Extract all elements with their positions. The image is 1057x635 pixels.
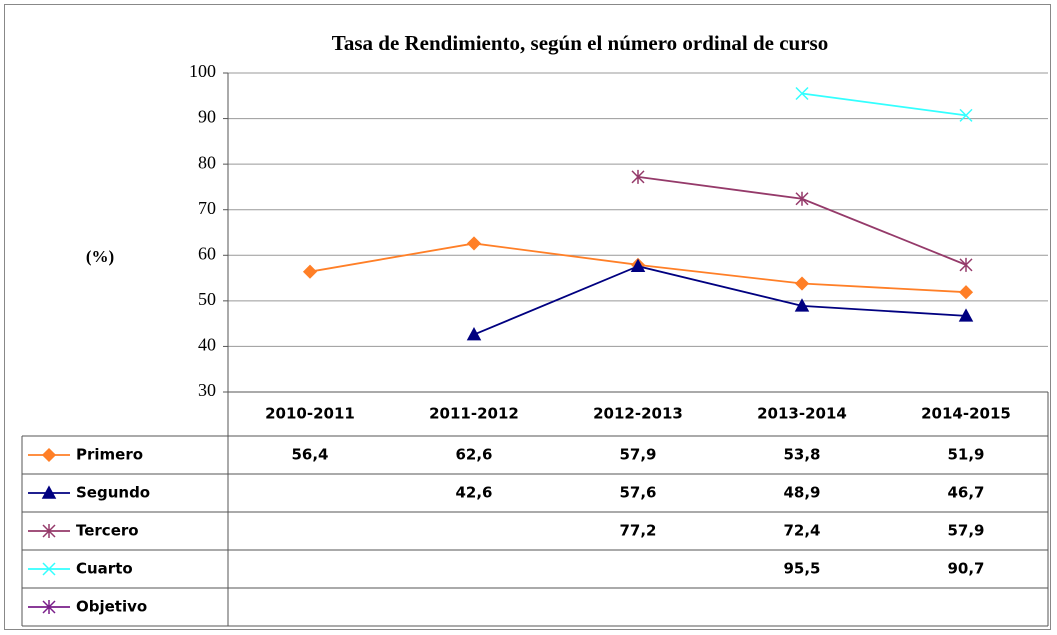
table-value: 95,5 — [783, 560, 820, 578]
marker — [42, 562, 56, 576]
table-value: 42,6 — [455, 484, 492, 502]
table-value: 57,9 — [947, 522, 984, 540]
y-tick-label: 30 — [198, 380, 216, 400]
marker — [795, 86, 809, 101]
marker — [41, 447, 57, 463]
table-value: 46,7 — [947, 484, 984, 502]
table-value: 90,7 — [947, 560, 984, 578]
x-tick-label: 2013-2014 — [757, 405, 847, 423]
table-value: 56,4 — [291, 446, 328, 464]
marker — [42, 524, 56, 538]
marker — [959, 257, 973, 272]
table-value: 57,6 — [619, 484, 656, 502]
marker — [302, 264, 318, 279]
legend-label: Primero — [76, 446, 143, 464]
y-tick-label: 50 — [198, 289, 216, 309]
y-tick-label: 80 — [198, 152, 216, 172]
table-value: 53,8 — [783, 446, 820, 464]
y-tick-label: 100 — [189, 61, 216, 81]
y-tick-label: 90 — [198, 107, 216, 127]
marker — [466, 327, 482, 341]
x-tick-label: 2012-2013 — [593, 405, 683, 423]
marker — [794, 298, 810, 312]
legend-label: Tercero — [76, 522, 139, 540]
table-value: 51,9 — [947, 446, 984, 464]
marker — [466, 236, 482, 251]
marker — [42, 600, 56, 614]
y-tick-label: 60 — [198, 243, 216, 263]
legend-label: Objetivo — [76, 598, 147, 616]
marker — [795, 191, 809, 206]
x-tick-label: 2010-2011 — [265, 405, 355, 423]
y-axis-label: (%) — [86, 247, 114, 266]
chart-title: Tasa de Rendimiento, según el número ord… — [332, 31, 828, 55]
series-line — [473, 265, 967, 336]
x-tick-label: 2011-2012 — [429, 405, 519, 423]
marker — [958, 285, 974, 300]
chart-frame — [4, 4, 1051, 630]
table-value: 62,6 — [455, 446, 492, 464]
series-line — [801, 92, 967, 117]
table-value: 57,9 — [619, 446, 656, 464]
table-value: 72,4 — [783, 522, 820, 540]
marker — [794, 276, 810, 291]
marker — [41, 485, 57, 499]
marker — [631, 169, 645, 184]
legend-label: Cuarto — [76, 560, 133, 578]
marker — [958, 308, 974, 322]
marker — [959, 108, 973, 122]
marker — [630, 258, 646, 272]
y-tick-label: 40 — [198, 335, 216, 355]
table-value: 48,9 — [783, 484, 820, 502]
x-tick-label: 2014-2015 — [921, 405, 1011, 423]
y-tick-label: 70 — [198, 198, 216, 218]
table-value: 77,2 — [619, 522, 656, 540]
legend-label: Segundo — [76, 484, 150, 502]
